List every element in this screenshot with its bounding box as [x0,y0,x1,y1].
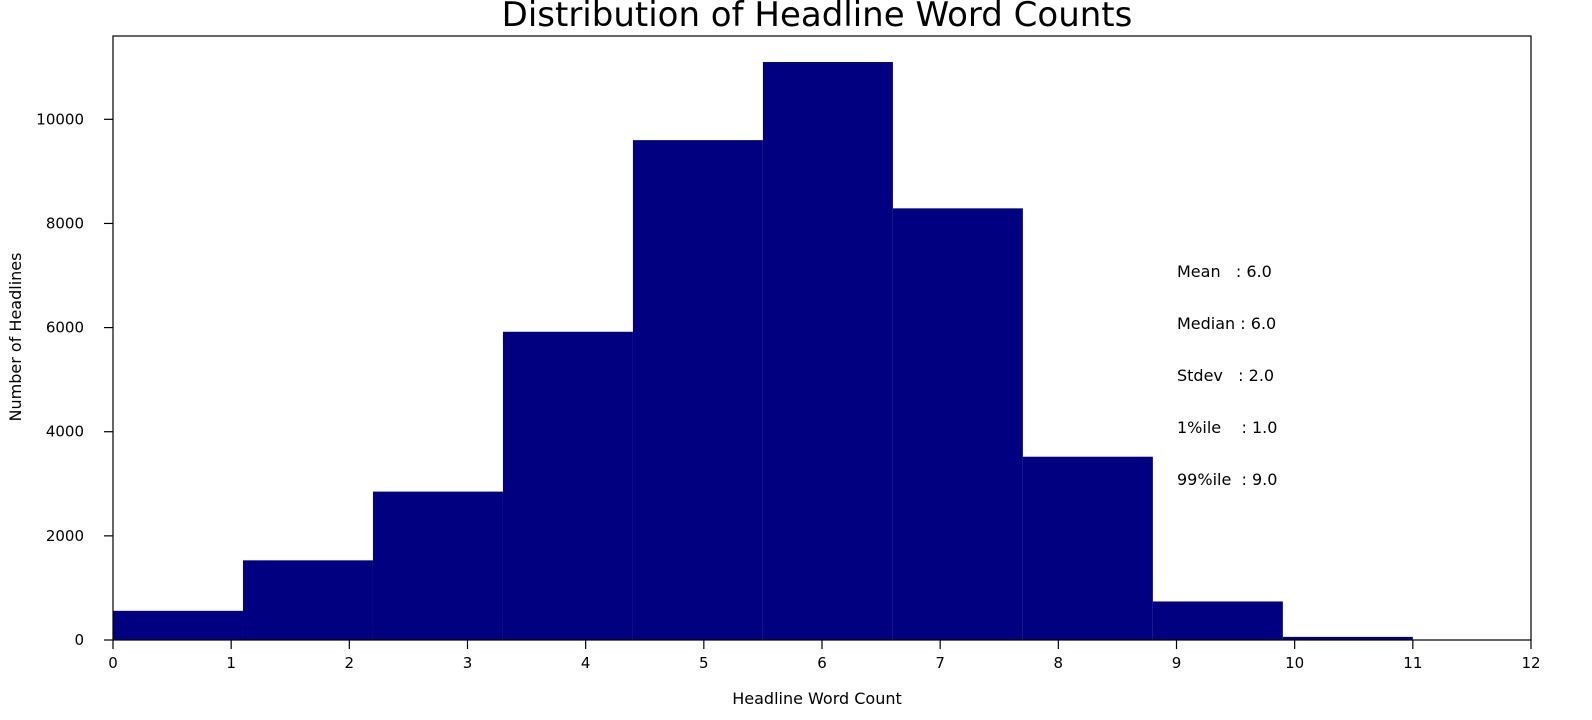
x-tick-label: 12 [1521,654,1540,672]
x-tick-label: 6 [817,654,827,672]
histogram-bar [892,208,1023,641]
histogram-bar [1022,456,1153,640]
histogram-bar [372,491,503,640]
stats-annotations: Mean : 6.0 Median : 6.0 Stdev : 2.0 1%ile :… [1177,262,1277,489]
x-tick-label: 3 [463,654,473,672]
y-tick-label: 0 [74,631,84,649]
y-tick-label: 2000 [46,527,84,545]
chart-title: Distribution of Headline Word Counts [502,0,1133,35]
y-tick-label: 8000 [46,214,84,232]
x-tick-label: 10 [1285,654,1304,672]
stat-annotation: Mean : 6.0 [1177,262,1272,281]
stat-annotation: 1%ile : 1.0 [1177,418,1277,437]
y-tick-label: 4000 [46,423,84,441]
x-tick-label: 7 [935,654,945,672]
x-tick-label: 1 [226,654,236,672]
x-axis-title: Headline Word Count [732,689,902,708]
x-tick-label: 8 [1054,654,1064,672]
histogram-bar [1282,636,1413,640]
y-tick-label: 10000 [36,110,84,128]
y-axis-title: Number of Headlines [6,253,25,422]
histogram-bar [113,610,243,640]
histogram-bar [632,140,763,640]
y-tick-label: 6000 [46,319,84,337]
stat-annotation: Median : 6.0 [1177,314,1276,333]
x-tick-label: 0 [108,654,118,672]
histogram-bar [242,560,373,640]
stat-annotation: Stdev : 2.0 [1177,366,1274,385]
x-tick-label: 9 [1172,654,1182,672]
bars-layer [113,62,1413,641]
histogram-bar [1152,601,1283,640]
x-tick-label: 2 [345,654,355,672]
x-tick-label: 4 [581,654,591,672]
x-tick-label: 11 [1403,654,1422,672]
stat-annotation: 99%ile : 9.0 [1177,470,1277,489]
x-tick-label: 5 [699,654,709,672]
histogram-bar [762,62,893,640]
histogram-bar [502,331,633,640]
